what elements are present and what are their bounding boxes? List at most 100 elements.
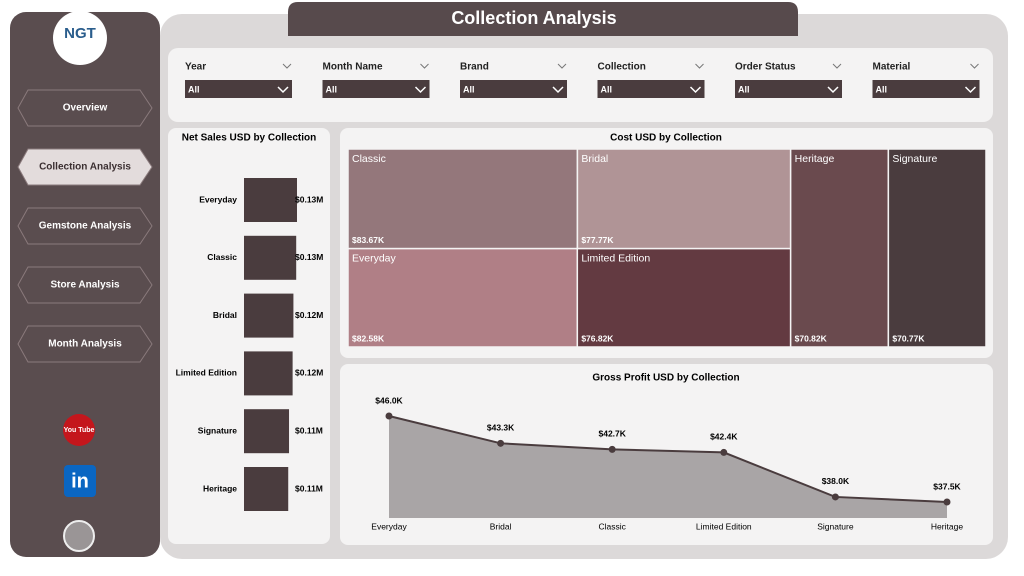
value-label: $43.3K (487, 423, 515, 433)
page-title: Collection Analysis (451, 8, 616, 28)
value-label: $42.7K (598, 429, 626, 439)
x-tick-label: Classic (598, 521, 626, 531)
dropdown[interactable] (322, 80, 430, 98)
tile-label: Everyday (352, 252, 397, 264)
x-tick-label: Everyday (371, 521, 407, 531)
linkedin-text: in (71, 470, 89, 492)
nav-button[interactable] (17, 266, 153, 304)
tile-label: Limited Edition (581, 252, 650, 264)
dropdown-value: All (188, 84, 200, 94)
area (389, 416, 947, 518)
value-label: $46.0K (375, 395, 403, 405)
tile-label: Signature (892, 153, 937, 165)
dropdown-value: All (738, 84, 750, 94)
tile-label: Bridal (581, 153, 608, 165)
chevron (695, 63, 704, 69)
tile (576, 247, 792, 348)
tile-value: $82.58K (352, 333, 385, 343)
dropdown[interactable] (460, 80, 567, 98)
point (943, 498, 951, 506)
bar (244, 293, 294, 338)
tile-value: $76.82K (581, 333, 614, 343)
nav-label: Month Analysis (48, 339, 122, 350)
chart-title: Net Sales USD by Collection (182, 133, 316, 144)
category-label: Limited Edition (176, 368, 237, 378)
tile-label: Classic (352, 153, 386, 165)
filter-label: Brand (460, 62, 489, 73)
youtube-text: You Tube (64, 427, 95, 434)
web-icon[interactable] (63, 520, 95, 552)
tile-value: $77.77K (581, 235, 614, 245)
category-label: Signature (198, 425, 237, 435)
bar (244, 351, 293, 396)
dropdown[interactable] (735, 80, 842, 98)
dropdown[interactable] (185, 80, 292, 98)
bar (244, 409, 290, 454)
nav-label: Overview (63, 103, 108, 114)
point (497, 439, 505, 447)
tile-value: $70.77K (892, 333, 925, 343)
x-tick-label: Limited Edition (696, 521, 752, 531)
dropdown-value: All (463, 84, 475, 94)
nav-button[interactable] (17, 325, 153, 363)
value-label: $0.12M (295, 310, 323, 320)
x-tick-label: Bridal (490, 521, 512, 531)
nav-button[interactable] (17, 148, 153, 186)
value-label: $0.13M (295, 194, 323, 204)
dropdown-arrow (552, 86, 564, 94)
chart-title: Cost USD by Collection (610, 133, 722, 144)
chevron (557, 63, 567, 69)
tile (789, 148, 890, 348)
value-label: $0.13M (295, 252, 323, 262)
bar (244, 467, 289, 511)
chart-title: Gross Profit USD by Collection (592, 373, 739, 384)
nav-label: Store Analysis (50, 280, 120, 291)
tile (887, 148, 987, 348)
filter-label: Collection (598, 62, 646, 73)
dropdown-arrow (827, 86, 839, 94)
title-tab (288, 2, 798, 36)
dropdown-arrow (277, 86, 289, 94)
logo (53, 11, 107, 65)
nav-label: Collection Analysis (39, 162, 131, 173)
category-label: Heritage (203, 483, 237, 493)
bar (244, 178, 297, 222)
chevron (420, 63, 429, 69)
filter-label: Year (185, 62, 206, 73)
dropdown[interactable] (872, 80, 980, 98)
tile-label: Heritage (795, 153, 835, 165)
x-tick-label: Signature (817, 521, 854, 531)
line (388, 415, 948, 503)
tile (576, 148, 792, 250)
dropdown-value: All (326, 84, 338, 94)
youtube-icon[interactable] (63, 414, 95, 446)
dropdown-arrow (689, 86, 702, 94)
point (385, 412, 393, 420)
value-label: $38.0K (822, 476, 850, 486)
category-label: Classic (207, 252, 237, 262)
value-label: $37.5K (933, 481, 961, 491)
point (608, 445, 616, 453)
category-label: Everyday (199, 194, 237, 204)
tile-value: $83.67K (352, 235, 385, 245)
filter-label: Month Name (323, 62, 383, 73)
chevron (282, 63, 292, 69)
value-label: $0.11M (295, 425, 323, 435)
value-label: $42.4K (710, 432, 738, 442)
dropdown-value: All (601, 84, 613, 94)
dropdown-arrow (964, 86, 977, 94)
logo-text: NGT (64, 25, 96, 42)
category-label: Bridal (213, 310, 237, 320)
value-label: $0.11M (295, 483, 323, 493)
x-tick-label: Heritage (931, 521, 963, 531)
point (720, 448, 728, 456)
linkedin-icon[interactable] (64, 465, 96, 497)
filter-panel (168, 48, 993, 122)
dropdown-arrow (414, 86, 427, 94)
nav-button[interactable] (17, 89, 153, 127)
filter-label: Order Status (735, 62, 796, 73)
nav-button[interactable] (17, 207, 153, 245)
tile-value: $70.82K (795, 333, 828, 343)
dropdown[interactable] (597, 80, 705, 98)
